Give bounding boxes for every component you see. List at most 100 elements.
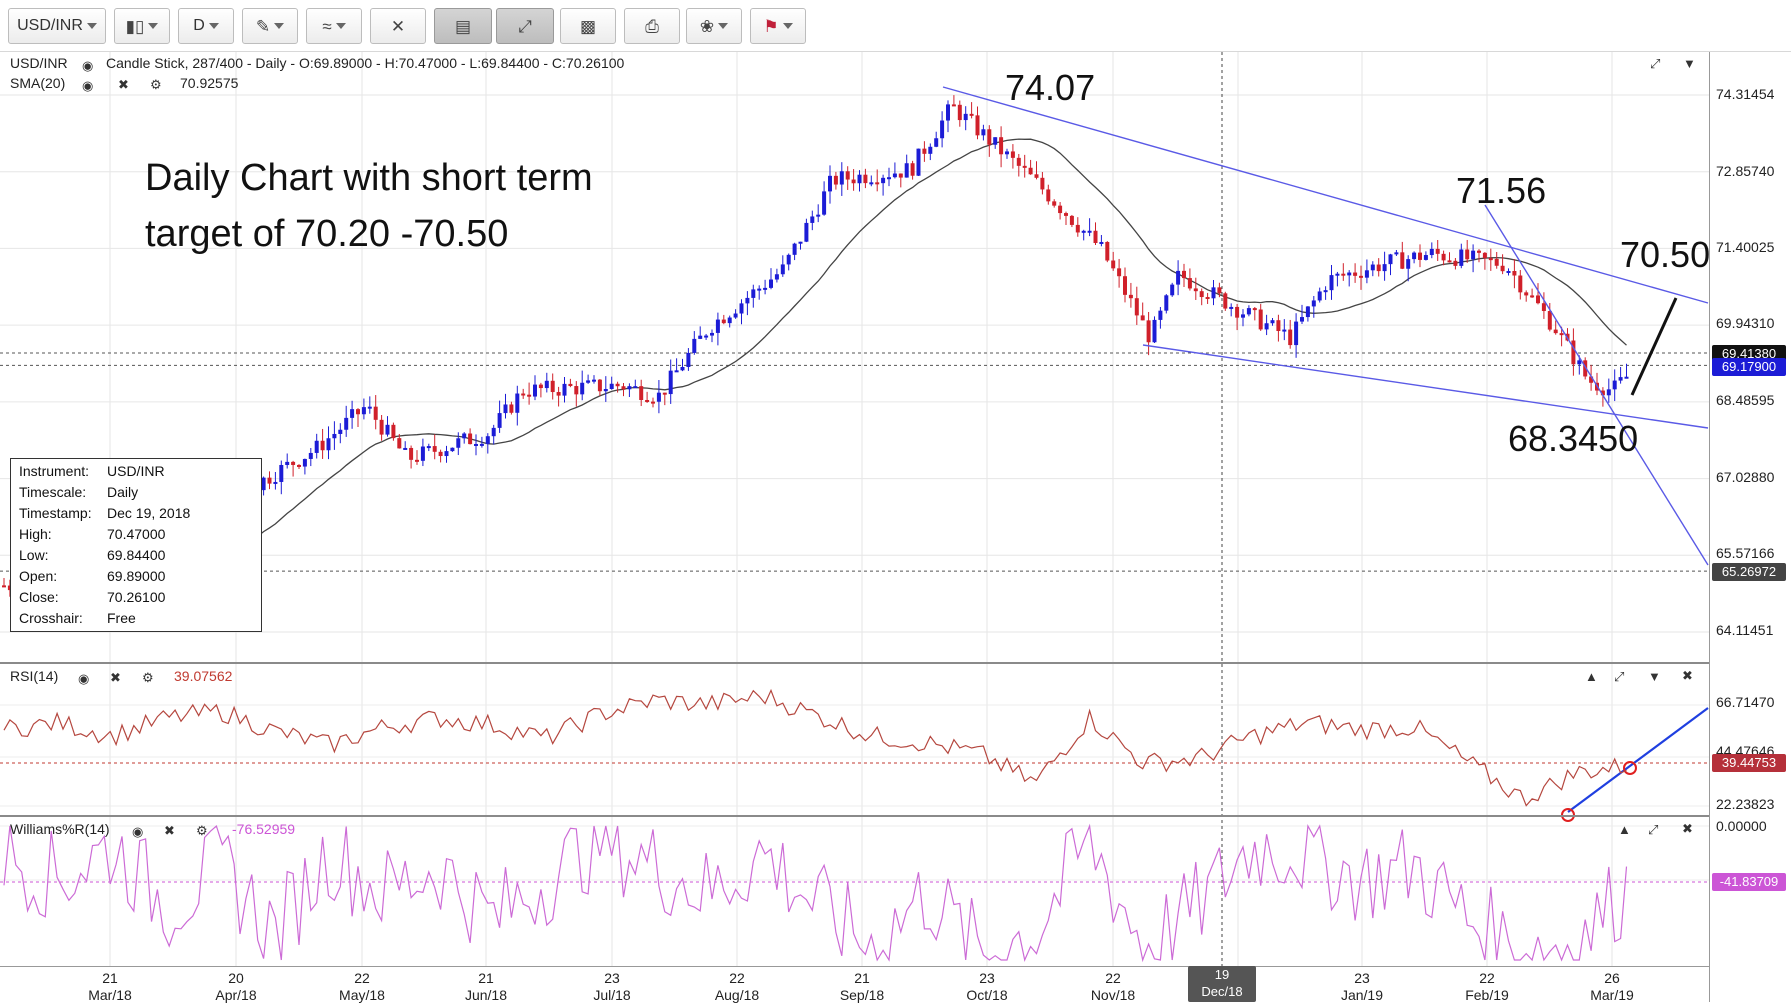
eye-icon[interactable]: ◉	[82, 78, 94, 93]
chevron-down-icon	[208, 23, 219, 29]
candle-body	[698, 335, 703, 339]
candle-body	[1288, 329, 1293, 346]
candle-body	[432, 446, 437, 452]
candle-body	[656, 392, 661, 402]
gear-icon[interactable]: ⚙	[150, 77, 162, 92]
candle-body	[1388, 254, 1393, 265]
candle-body	[332, 433, 337, 439]
close-icon[interactable]: ✖	[164, 823, 175, 838]
candle-body	[580, 382, 585, 395]
candle-body	[1111, 260, 1116, 269]
language-button[interactable]: ⚑	[750, 8, 806, 44]
candle-body	[491, 427, 496, 437]
candle-body	[946, 104, 950, 121]
candle-body	[1541, 303, 1546, 312]
candle-body	[1583, 360, 1588, 377]
candle-body	[314, 440, 319, 453]
gear-icon[interactable]: ⚙	[142, 670, 154, 685]
gear-icon[interactable]: ⚙	[196, 823, 208, 838]
candle-body	[1435, 248, 1440, 254]
x-tick: 22 Feb/19	[1465, 970, 1509, 1003]
candle-body	[1193, 288, 1198, 292]
uk-flag-icon: ⚑	[763, 16, 779, 36]
eye-icon[interactable]: ◉	[82, 58, 94, 73]
timeframe-selector[interactable]: D	[178, 8, 234, 44]
rsi-panel-divider[interactable]	[0, 662, 1710, 664]
candle-body	[1471, 250, 1476, 260]
maximize-icon[interactable]: ⤢	[1648, 822, 1659, 837]
candle-body	[1459, 249, 1464, 266]
crosshair-toggle[interactable]: ▤	[434, 8, 492, 44]
candle-body	[940, 120, 945, 139]
candle-body	[521, 393, 526, 396]
candle-body	[1536, 295, 1540, 304]
eye-icon[interactable]: ◉	[132, 824, 144, 839]
x-tick: 22 Nov/18	[1090, 970, 1136, 1003]
chevron-down-icon	[782, 23, 793, 29]
candle-body	[1600, 390, 1605, 396]
candle-body	[409, 447, 414, 460]
candle-body	[426, 446, 431, 449]
candle-body	[533, 384, 537, 397]
crosshair-info-box: Instrument: USD/INR Timescale: Daily Times…	[10, 458, 262, 632]
close-icon[interactable]: ✖	[1682, 821, 1693, 836]
close-icon[interactable]: ✖	[1682, 668, 1693, 683]
candle-body	[497, 413, 502, 428]
candle-body	[1152, 319, 1157, 343]
chevron-down-icon	[86, 23, 97, 29]
candlestick-icon: ▮▯	[125, 16, 145, 36]
maximize-icon[interactable]: ⤢	[1650, 56, 1661, 71]
close-icon[interactable]: ✖	[118, 77, 129, 92]
eye-icon[interactable]: ◉	[78, 671, 90, 686]
candle-body	[999, 137, 1004, 155]
williams-panel-divider[interactable]	[0, 815, 1710, 817]
info-row-open: Open: 69.89000	[19, 568, 166, 584]
theme-button[interactable]: ❀	[686, 8, 742, 44]
volume-button[interactable]: ▩	[560, 8, 616, 44]
price-tick: 69.94310	[1716, 315, 1775, 331]
trendlines	[942, 86, 1709, 822]
print-button[interactable]: ⎙	[624, 8, 680, 44]
candle-body	[1128, 294, 1133, 299]
candle-body	[881, 177, 886, 184]
candle-body	[1335, 273, 1340, 276]
candle-body	[1441, 253, 1446, 261]
candle-body	[1176, 270, 1181, 285]
move-down-icon[interactable]: ▼	[1648, 669, 1661, 684]
candle-body	[403, 447, 408, 450]
candle-body	[1010, 151, 1015, 158]
price-tick: 65.57166	[1716, 545, 1775, 561]
peak-label: 74.07	[1005, 67, 1096, 108]
candle-body	[922, 148, 927, 154]
move-up-icon[interactable]: ▲	[1585, 669, 1598, 684]
williams-tick: 0.00000	[1716, 818, 1767, 834]
fullscreen-toggle[interactable]: ⤢	[496, 8, 554, 44]
chevron-down-icon	[274, 23, 285, 29]
candle-body	[544, 380, 549, 389]
move-down-icon[interactable]: ▼	[1683, 56, 1696, 71]
rsi-path	[3, 688, 1627, 807]
rsi-value: 39.07562	[174, 668, 233, 684]
candle-body	[1606, 389, 1611, 396]
candle-body	[1187, 278, 1192, 289]
candle-body	[963, 113, 968, 121]
williams-path	[3, 823, 1628, 963]
williams-value: -76.52959	[232, 821, 296, 837]
lower-channel-line	[1142, 344, 1709, 429]
chart-type-button[interactable]: ▮▯	[114, 8, 170, 44]
move-up-icon[interactable]: ▲	[1618, 822, 1631, 837]
candle-body	[1512, 270, 1517, 276]
remove-indicators-button[interactable]: ✕	[370, 8, 426, 44]
info-row-instrument: Instrument: USD/INR	[19, 463, 165, 479]
drawing-tools-button[interactable]: ✎	[242, 8, 298, 44]
info-row-timestamp: Timestamp: Dec 19, 2018	[19, 505, 191, 521]
candle-body	[485, 436, 490, 444]
candle-body	[1146, 320, 1151, 343]
symbol-selector[interactable]: USD/INR	[8, 8, 106, 44]
close-icon[interactable]: ✖	[110, 670, 121, 685]
indicators-button[interactable]: ≈	[306, 8, 362, 44]
maximize-icon[interactable]: ⤢	[1614, 669, 1625, 684]
candle-body	[1488, 258, 1493, 261]
rsi-tag: 39.44753	[1712, 754, 1786, 772]
print-icon: ⎙	[645, 16, 659, 36]
